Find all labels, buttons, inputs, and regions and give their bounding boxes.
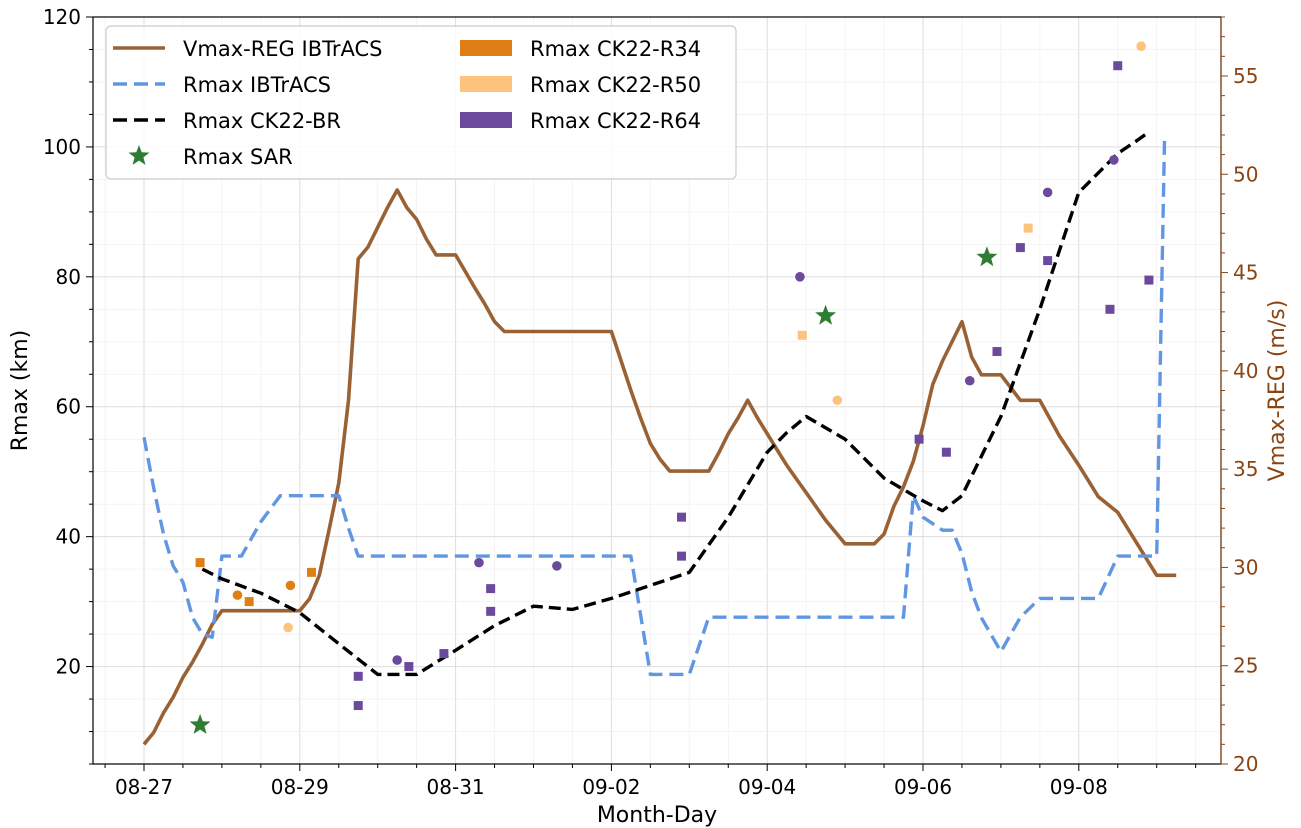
- ck22-r34-point: [244, 597, 254, 607]
- x-tick-label: 08-27: [115, 775, 173, 799]
- y2-tick-label: 20: [1233, 752, 1258, 776]
- sar-star-point: [976, 246, 998, 267]
- ck22-r64-point: [1109, 155, 1119, 165]
- y2-tick-label: 55: [1233, 64, 1258, 88]
- ck22-r50-point: [1136, 41, 1146, 52]
- ck22-r64-point: [474, 557, 484, 568]
- legend: Vmax-REG IBTrACS Rmax IBTrACS Rmax CK22-BR…: [105, 25, 737, 180]
- ck22-r64-point: [1105, 304, 1115, 314]
- ck22-r64-point: [1113, 61, 1123, 71]
- ck22-r64-point: [1144, 275, 1154, 285]
- ck22-r64-point: [677, 551, 687, 561]
- ck22-r64-point: [1042, 187, 1053, 198]
- ck22-r64-point: [552, 561, 562, 571]
- ck22-r64-point: [992, 347, 1002, 357]
- sar-star-point: [189, 714, 211, 734]
- legend-label: Rmax CK22-R34: [530, 37, 701, 61]
- y-tick-label: 60: [56, 395, 81, 419]
- ck22-r34-point: [195, 558, 205, 568]
- y2-tick-label: 30: [1233, 555, 1258, 579]
- legend-label: Rmax CK22-BR: [183, 109, 341, 133]
- ck22-r64-point: [392, 655, 402, 665]
- y2-tick-label: 45: [1233, 261, 1258, 285]
- ck22-r64-point: [353, 671, 363, 681]
- y2-tick-label: 40: [1233, 359, 1258, 383]
- rmax-ck22-br-line: [201, 130, 1150, 677]
- ck22-r64-point: [353, 701, 363, 711]
- y-tick-label: 100: [43, 135, 81, 159]
- legend-swatch-patch: [460, 76, 512, 92]
- legend-label: Vmax-REG IBTrACS: [183, 37, 382, 61]
- ck22-r64-point: [439, 649, 449, 659]
- ck22-r64-point: [404, 662, 414, 672]
- ck22-r34-point: [232, 590, 243, 600]
- ck22-r50-point: [797, 330, 807, 340]
- x-tick-label: 08-29: [271, 775, 329, 799]
- legend-label: Rmax SAR: [183, 145, 293, 169]
- y2-axis-label: Vmax-REG (m/s): [1265, 300, 1290, 482]
- legend-swatch-patch: [460, 40, 512, 56]
- scatter-layer: [189, 41, 1154, 734]
- ck22-r64-point: [795, 272, 805, 282]
- axes: 08-27 08-29 08-31 09-02 09-04 09-06 09-08 20 40 6…: [43, 5, 1259, 799]
- ck22-r64-point: [1015, 243, 1025, 253]
- x-tick-label: 09-08: [1050, 775, 1108, 799]
- x-tick-label: 09-02: [582, 775, 640, 799]
- x-tick-label: 09-06: [894, 775, 952, 799]
- legend-swatch-star: [128, 145, 150, 165]
- sar-star-point: [815, 304, 837, 325]
- ck22-r64-point: [941, 447, 951, 457]
- ck22-r50-point: [283, 622, 293, 633]
- y2-tick-label: 35: [1233, 457, 1258, 481]
- legend-box: [105, 25, 737, 180]
- ck22-r64-point: [914, 434, 924, 444]
- x-axis-label: Month-Day: [597, 803, 717, 828]
- legend-label: Rmax IBTrACS: [183, 73, 331, 97]
- ck22-r34-point: [285, 580, 296, 591]
- vmax-ibtracs-line: [142, 188, 1177, 746]
- legend-swatch-patch: [460, 112, 512, 128]
- legend-label: Rmax CK22-R50: [530, 73, 701, 97]
- y2-tick-label: 50: [1233, 162, 1258, 186]
- ck22-r64-point: [964, 375, 975, 386]
- series-layer: [142, 130, 1177, 746]
- ck22-r34-point: [306, 567, 316, 577]
- ck22-r50-point: [1023, 223, 1033, 233]
- ck22-r64-point: [486, 584, 496, 594]
- y-tick-label: 40: [56, 525, 81, 549]
- x-tick-label: 08-31: [427, 775, 485, 799]
- y-tick-label: 80: [56, 265, 81, 289]
- ck22-r64-point: [1043, 256, 1053, 266]
- ck22-r64-point: [486, 606, 496, 616]
- x-tick-label: 09-04: [738, 775, 796, 799]
- y-tick-label: 20: [56, 655, 81, 679]
- y2-tick-label: 25: [1233, 654, 1258, 678]
- ck22-r64-point: [677, 512, 687, 522]
- y-axis-label: Rmax (km): [8, 330, 33, 452]
- ck22-r50-point: [832, 395, 843, 406]
- rmax-ibtracs-line: [142, 140, 1167, 677]
- legend-label: Rmax CK22-R64: [530, 109, 701, 133]
- y-tick-label: 120: [43, 5, 81, 29]
